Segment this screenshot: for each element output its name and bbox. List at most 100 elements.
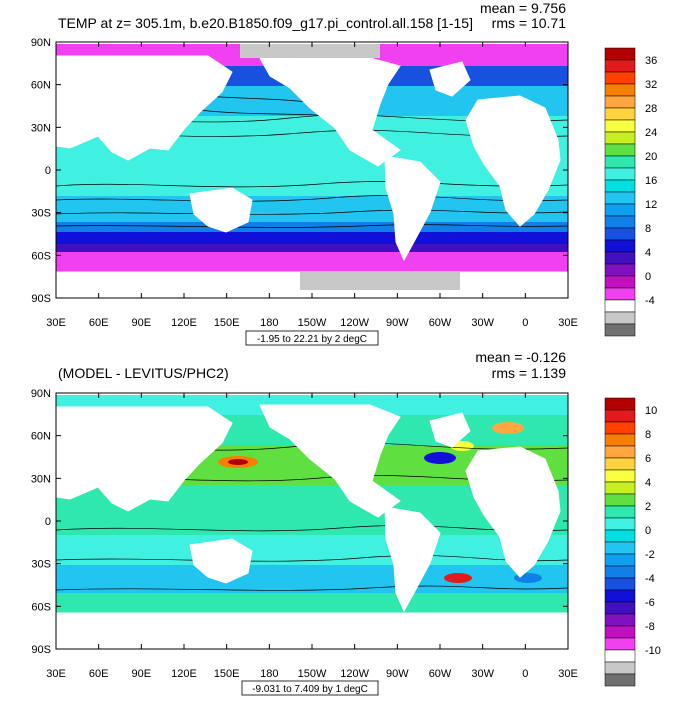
panel-1-land-asia xyxy=(56,55,233,161)
colorbar-label: 36 xyxy=(645,55,657,67)
panel-2-anomaly-gulf-stream xyxy=(424,452,456,464)
panel-1-band-acc xyxy=(56,232,568,244)
panel-2-land-south-america xyxy=(384,506,441,613)
colorbar-label: 12 xyxy=(645,199,657,211)
colorbar-label: -8 xyxy=(645,621,655,633)
colorbar-label: -4 xyxy=(645,295,655,307)
colorbar-swatch xyxy=(604,529,636,543)
colorbar-label: 4 xyxy=(645,247,651,259)
panel-2-range-box xyxy=(241,680,379,696)
colorbar-swatch xyxy=(604,239,636,253)
colorbar-swatch xyxy=(604,131,636,145)
colorbar-swatch xyxy=(604,107,636,121)
panel-1-ticks xyxy=(55,41,569,299)
colorbar-swatch xyxy=(604,167,636,181)
colorbar-swatch xyxy=(604,179,636,193)
colorbar-swatch xyxy=(604,613,636,627)
panel-1-band-mid-s xyxy=(56,196,568,222)
lon-label: 30E xyxy=(46,668,66,680)
panel-1-lon-labels: 30E 60E 90E 120E 150E 180 150W 120W 90W 60W 30W 0 30… xyxy=(46,317,578,329)
panel-1-sea-ice-arctic xyxy=(240,44,380,58)
panel-2-band-southern-ocean xyxy=(56,565,568,593)
panel-2-land xyxy=(56,404,568,649)
lon-label: 60W xyxy=(429,668,452,680)
colorbar-swatch xyxy=(604,565,636,579)
panel-2-band-south xyxy=(56,535,568,565)
colorbar-swatch xyxy=(604,457,636,471)
lon-label: 120W xyxy=(340,668,369,680)
colorbar-swatch xyxy=(604,95,636,109)
panel-2-land-asia xyxy=(56,406,233,512)
lat-label: 90N xyxy=(31,37,51,49)
colorbar-swatch xyxy=(604,409,636,423)
colorbar-swatch xyxy=(604,263,636,277)
colorbar-swatch xyxy=(604,215,636,229)
colorbar-swatch xyxy=(604,541,636,555)
colorbar-swatch xyxy=(604,203,636,217)
panel-2-land-antarctica xyxy=(56,612,568,649)
colorbar-swatch xyxy=(604,397,636,411)
colorbar-swatch xyxy=(604,287,636,301)
lon-label: 30E xyxy=(558,317,578,329)
lat-label: 0 xyxy=(45,165,51,177)
panel-1-land-africa xyxy=(465,95,561,227)
colorbar-swatch xyxy=(604,577,636,591)
colorbar-swatch xyxy=(604,637,636,651)
lon-label: 30E xyxy=(46,317,66,329)
colorbar-swatch xyxy=(604,323,636,337)
colorbar-swatch xyxy=(604,553,636,567)
colorbar-swatch xyxy=(604,481,636,495)
panel-1-range-label: -1.95 to 22.21 by 2 degC xyxy=(257,334,367,345)
colorbar-label: 4 xyxy=(645,477,651,489)
lat-label: 90S xyxy=(31,293,51,305)
panel-1-lat-labels: 90N 60N 30N 0 30S 60S 90S xyxy=(31,37,51,305)
colorbar-swatch xyxy=(604,275,636,289)
lon-label: 150E xyxy=(214,668,240,680)
lon-label: 30W xyxy=(471,317,494,329)
colorbar-label: 24 xyxy=(645,127,657,139)
colorbar-label: 32 xyxy=(645,79,657,91)
colorbar-swatch xyxy=(604,59,636,73)
lon-label: 180 xyxy=(260,668,278,680)
colorbar-label: 16 xyxy=(645,175,657,187)
colorbar-swatch xyxy=(604,311,636,325)
lat-label: 30S xyxy=(31,559,51,571)
panel-2-lat-labels: 90N 60N 30N 0 30S 60S 90S xyxy=(31,388,51,656)
colorbar-label: 8 xyxy=(645,429,651,441)
lon-label: 150W xyxy=(298,317,327,329)
lon-label: 0 xyxy=(522,668,528,680)
colorbar-label: 28 xyxy=(645,103,657,115)
colorbar-swatch xyxy=(604,71,636,85)
lon-label: 60E xyxy=(89,668,109,680)
lon-label: 0 xyxy=(522,317,528,329)
colorbar-swatch xyxy=(604,661,636,675)
lon-label: 90E xyxy=(132,317,152,329)
panel-1-title: TEMP at z= 305.1m, b.e20.B1850.f09_g17.p… xyxy=(58,15,473,31)
panel-1-colorbar: 36 32 28 24 20 16 12 8 4 0 -4 xyxy=(604,47,657,337)
panel-1-map xyxy=(56,42,568,298)
lon-label: 90W xyxy=(386,317,409,329)
lat-label: 60N xyxy=(31,80,51,92)
panel-2-land-africa xyxy=(465,446,561,578)
colorbar-swatch xyxy=(604,625,636,639)
colorbar-swatch xyxy=(604,589,636,603)
colorbar-label: -2 xyxy=(645,549,655,561)
colorbar-swatch xyxy=(604,83,636,97)
colorbar-label: 0 xyxy=(645,271,651,283)
lon-label: 60W xyxy=(429,317,452,329)
colorbar-swatch xyxy=(604,649,636,663)
colorbar-label: 0 xyxy=(645,525,651,537)
panel-2-ticks xyxy=(55,392,569,650)
lat-label: 60S xyxy=(31,250,51,262)
colorbar-swatch xyxy=(604,433,636,447)
colorbar-swatch xyxy=(604,517,636,531)
lat-label: 30N xyxy=(31,473,51,485)
lon-label: 90W xyxy=(386,668,409,680)
panel-1-sea-ice-antarctic xyxy=(300,272,460,290)
colorbar-label: 6 xyxy=(645,453,651,465)
panel-1-mean: mean = 9.756 xyxy=(480,0,566,16)
colorbar-label: 2 xyxy=(645,501,651,513)
lon-label: 90E xyxy=(132,668,152,680)
